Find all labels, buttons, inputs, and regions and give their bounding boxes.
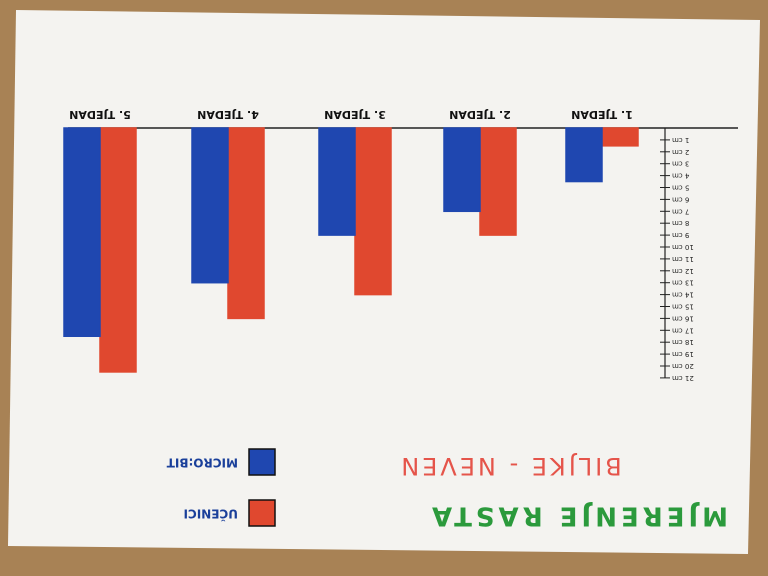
y-tick-label: 9 cm xyxy=(672,231,690,239)
y-tick-label: 2 cm xyxy=(672,148,690,156)
y-tick-label: 7 cm xyxy=(672,207,690,215)
y-tick-label: 17 cm xyxy=(672,326,694,334)
bar xyxy=(354,127,392,296)
x-tick-label: 1. TJEDAN xyxy=(571,108,633,121)
chart-title: MJERENJE RASTA xyxy=(428,501,728,531)
y-tick-label: 11 cm xyxy=(672,255,694,263)
bar xyxy=(227,127,265,320)
bar xyxy=(479,127,517,236)
bar xyxy=(99,127,137,373)
legend-swatch xyxy=(248,499,276,527)
bar xyxy=(63,127,101,337)
y-tick-label: 6 cm xyxy=(672,195,690,203)
chart-subtitle: BILJKE - NEVEN xyxy=(398,452,621,480)
bar xyxy=(601,127,639,147)
poster: MJERENJE RASTA BILJKE - NEVEN 1 cm 2 cm 3 … xyxy=(8,10,760,554)
y-tick-label: 5 cm xyxy=(672,184,690,192)
x-tick-label: 3. TJEDAN xyxy=(324,108,386,121)
y-tick-label: 15 cm xyxy=(672,303,694,311)
legend-swatch xyxy=(248,448,276,476)
x-tick-label: 2. TJEDAN xyxy=(449,108,511,121)
x-tick-label: 5. TJEDAN xyxy=(69,108,131,121)
y-tick-label: 4 cm xyxy=(672,172,690,180)
y-tick-label: 16 cm xyxy=(672,314,694,322)
bar xyxy=(318,127,356,236)
y-tick-label: 21 cm xyxy=(672,374,694,382)
y-tick-label: 8 cm xyxy=(672,219,690,227)
y-tick-label: 1 cm xyxy=(672,136,690,144)
y-tick-label: 13 cm xyxy=(672,279,694,287)
legend-label: UČENICI xyxy=(183,507,238,522)
legend-label: MICRO:BIT xyxy=(166,456,238,470)
bar xyxy=(191,127,229,284)
x-tick-label: 4. TJEDAN xyxy=(197,108,259,121)
y-tick-label: 20 cm xyxy=(672,362,694,370)
y-tick-label: 19 cm xyxy=(672,350,694,358)
y-tick-label: 18 cm xyxy=(672,338,694,346)
bar xyxy=(443,127,481,213)
y-tick-label: 3 cm xyxy=(672,160,690,168)
y-tick-label: 12 cm xyxy=(672,267,694,275)
y-tick-label: 14 cm xyxy=(672,291,694,299)
bar xyxy=(565,127,603,183)
y-tick-label: 10 cm xyxy=(672,243,694,251)
